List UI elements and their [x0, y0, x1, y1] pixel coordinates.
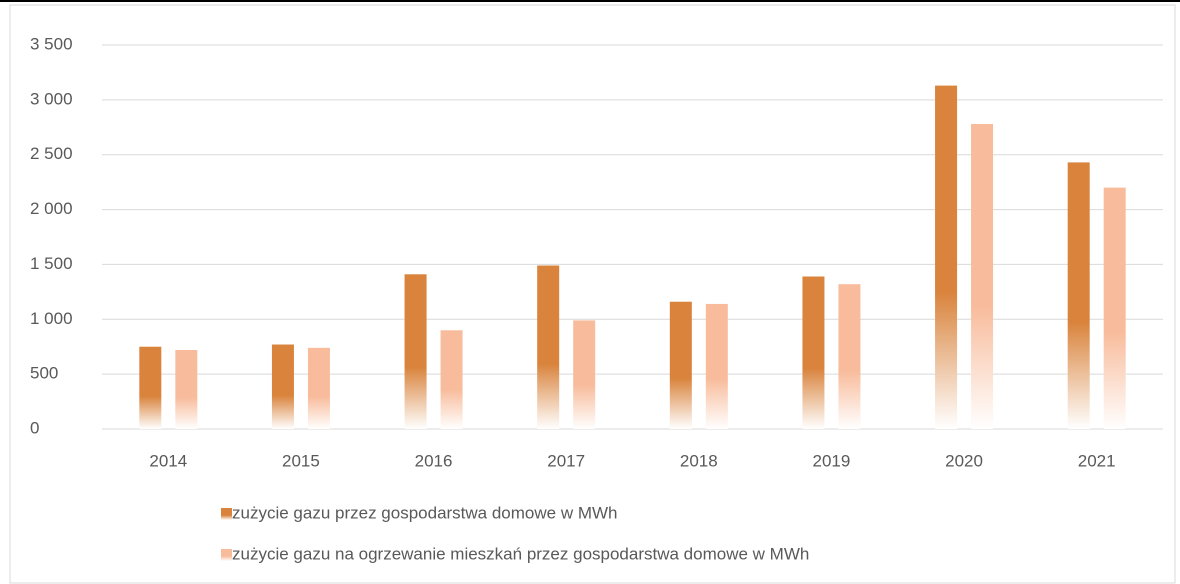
bar [175, 350, 198, 429]
bar [838, 284, 861, 429]
bar [139, 346, 162, 429]
y-tick-label: 2 000 [30, 199, 73, 218]
y-tick-label: 3 500 [30, 34, 73, 53]
bar [573, 320, 596, 429]
y-tick-label: 1 000 [30, 309, 73, 328]
bar [705, 303, 728, 429]
x-tick-label: 2018 [680, 451, 718, 470]
y-tick-label: 0 [30, 418, 39, 437]
y-tick-label: 2 500 [30, 144, 73, 163]
bar [537, 265, 560, 429]
bar [971, 123, 994, 429]
x-tick-label: 2017 [547, 451, 585, 470]
x-tick-label: 2019 [813, 451, 851, 470]
bar [404, 274, 427, 429]
x-tick-label: 2020 [945, 451, 983, 470]
x-tick-label: 2016 [415, 451, 453, 470]
bar [802, 276, 825, 429]
y-tick-label: 3 000 [30, 89, 73, 108]
legend-label: zużycie gazu przez gospodarstwa domowe w… [232, 503, 618, 522]
bar [440, 330, 463, 429]
bar [307, 347, 330, 429]
y-tick-label: 500 [30, 364, 58, 383]
y-tick-label: 1 500 [30, 254, 73, 273]
chart-frame [9, 4, 1176, 584]
x-tick-label: 2021 [1078, 451, 1116, 470]
x-tick-label: 2015 [282, 451, 320, 470]
bar [935, 85, 958, 429]
legend-swatch [221, 508, 232, 520]
bar [1103, 187, 1126, 429]
bar [669, 301, 692, 429]
legend-label: zużycie gazu na ogrzewanie mieszkań prze… [232, 544, 809, 563]
bar [271, 344, 294, 429]
x-tick-label: 2014 [149, 451, 187, 470]
bar [1067, 162, 1090, 429]
legend-swatch [221, 549, 232, 561]
